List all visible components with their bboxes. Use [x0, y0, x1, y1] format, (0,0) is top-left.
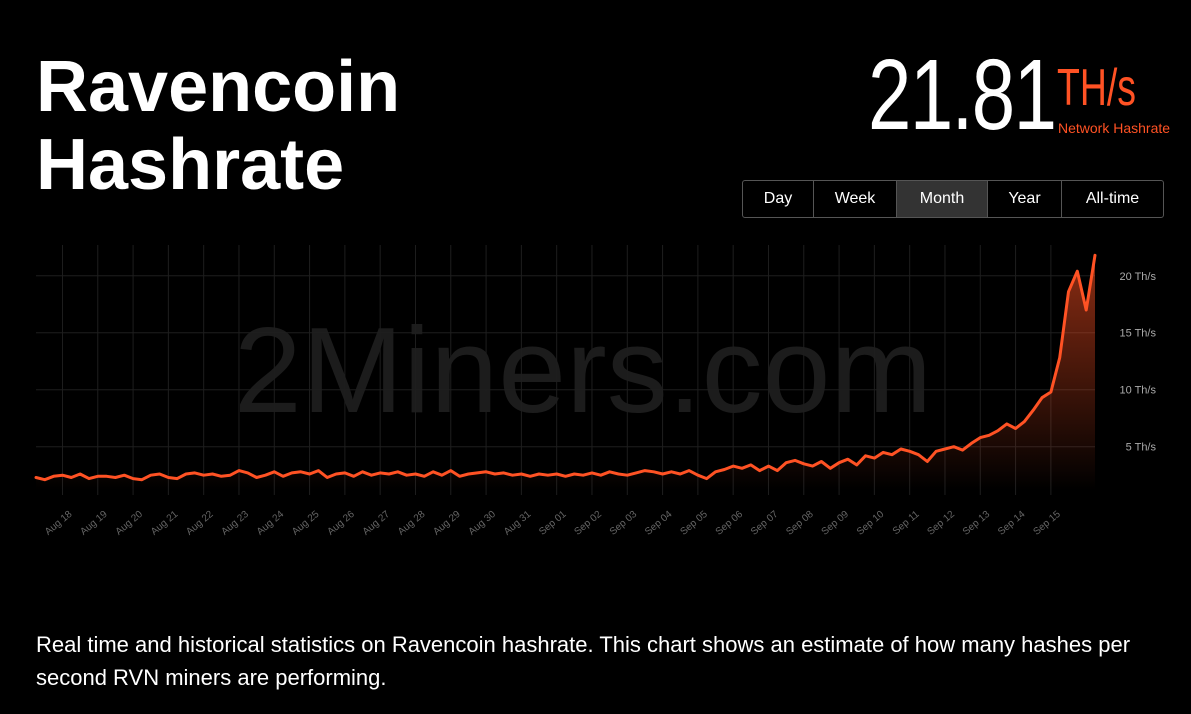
y-tick-label: 5 Th/s: [1126, 442, 1157, 454]
hashrate-value: 21.81: [868, 39, 1057, 151]
page-title: Ravencoin Hashrate: [36, 47, 401, 205]
y-tick-label: 20 Th/s: [1120, 271, 1157, 283]
period-button[interactable]: Year: [988, 181, 1062, 217]
x-tick-label: Sep 05: [678, 509, 710, 538]
x-tick-label: Aug 20: [114, 509, 146, 538]
x-tick-label: Sep 04: [643, 509, 675, 538]
x-tick-label: Sep 12: [926, 509, 958, 538]
hashrate-unit: TH/s: [1057, 59, 1137, 117]
x-tick-label: Sep 08: [784, 509, 816, 538]
x-tick-label: Sep 09: [820, 509, 852, 538]
y-tick-label: 10 Th/s: [1120, 385, 1157, 397]
x-tick-label: Aug 18: [43, 509, 75, 538]
x-tick-label: Aug 24: [255, 509, 287, 538]
x-tick-label: Aug 22: [184, 509, 216, 538]
x-tick-label: Sep 01: [537, 509, 569, 538]
line: [34, 253, 1097, 482]
x-tick-label: Aug 19: [78, 509, 110, 538]
x-tick-label: Aug 27: [361, 509, 393, 538]
x-tick-label: Sep 02: [573, 509, 605, 538]
description: Real time and historical statistics on R…: [36, 632, 1131, 690]
x-tick-label: Aug 29: [431, 509, 463, 538]
x-tick-label: Sep 03: [608, 509, 640, 538]
x-tick-label: Aug 28: [396, 509, 428, 538]
x-tick-label: Aug 25: [290, 509, 322, 538]
x-tick-label: Sep 06: [714, 509, 746, 538]
x-tick-label: Aug 26: [325, 509, 357, 538]
x-tick-label: Sep 11: [891, 509, 922, 538]
period-button[interactable]: Day: [743, 181, 814, 217]
x-tick-label: Aug 21: [149, 509, 181, 538]
period-button[interactable]: Week: [814, 181, 897, 217]
x-tick-label: Sep 13: [961, 509, 993, 538]
x-tick-label: Sep 07: [749, 509, 781, 538]
watermark: 2Miners.com: [234, 302, 932, 438]
x-tick-label: Sep 10: [855, 509, 887, 538]
area: [36, 255, 1095, 490]
y-tick-label: 15 Th/s: [1120, 328, 1157, 340]
x-tick-label: Sep 15: [1031, 509, 1063, 538]
period-button[interactable]: All-time: [1085, 190, 1140, 207]
period-button[interactable]: Month: [897, 181, 988, 217]
x-tick-label: Sep 14: [996, 509, 1028, 538]
x-tick-label: Aug 23: [220, 509, 252, 538]
x-tick-label: Aug 31: [502, 509, 534, 538]
x-tick-label: Aug 30: [467, 509, 499, 538]
hashrate-label: Network Hashrate: [1058, 120, 1171, 136]
period-selector: Day Week Month Year All-time: [742, 180, 1164, 218]
